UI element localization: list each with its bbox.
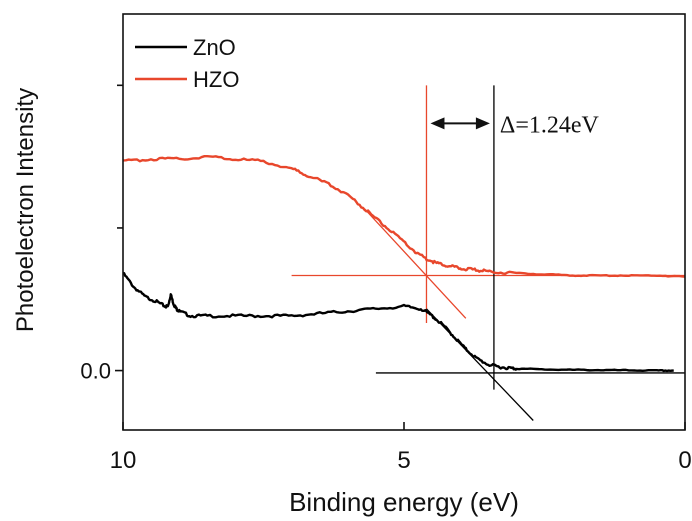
plot-area bbox=[123, 85, 685, 420]
x-tick-label: 10 bbox=[110, 447, 137, 474]
y-axis-label: Photoelectron Intensity bbox=[12, 88, 39, 332]
x-tick-label: 5 bbox=[397, 447, 410, 474]
legend: ZnO HZO bbox=[135, 35, 239, 92]
legend-label-hzo: HZO bbox=[193, 67, 239, 92]
legend-label-zno: ZnO bbox=[193, 35, 236, 60]
y-tick-label: 0.0 bbox=[80, 359, 111, 384]
axis-ticks: 10 5 0 0.0 bbox=[80, 85, 691, 474]
delta-annotation: Δ=1.24eV bbox=[430, 112, 599, 138]
x-axis-label: Binding energy (eV) bbox=[289, 487, 519, 517]
x-tick-label: 0 bbox=[678, 447, 691, 474]
series-line-zno bbox=[123, 273, 674, 371]
guide-line-hzo-slope bbox=[365, 209, 466, 318]
delta-arrow-right-head bbox=[476, 117, 490, 129]
delta-arrow-left-head bbox=[430, 117, 444, 129]
series-line-hzo bbox=[123, 156, 685, 277]
delta-label: Δ=1.24eV bbox=[500, 112, 600, 138]
